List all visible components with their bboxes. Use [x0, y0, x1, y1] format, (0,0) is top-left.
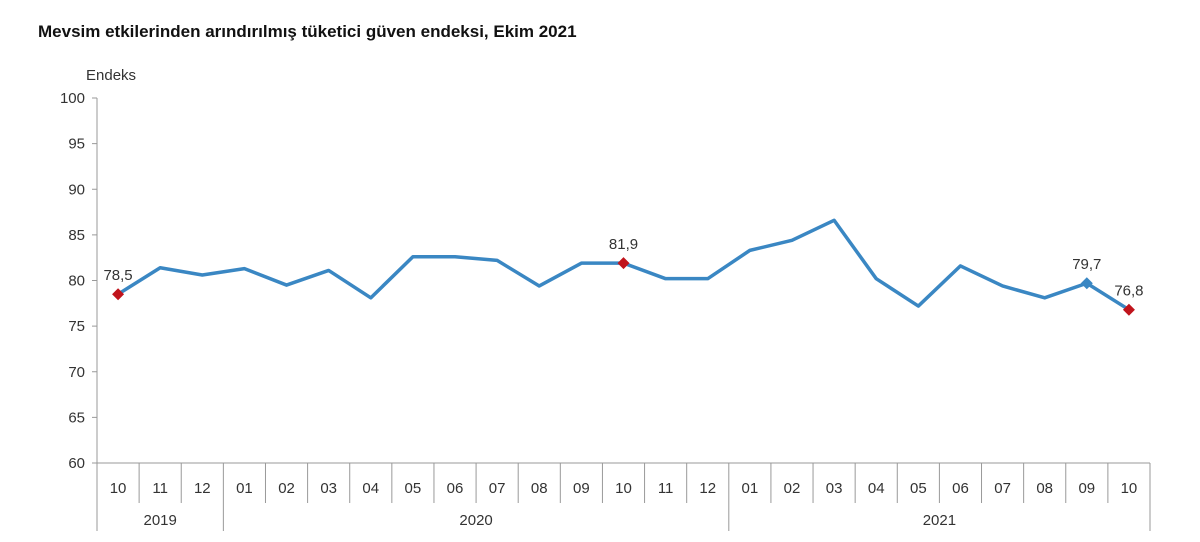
x-tick-label: 07 — [994, 480, 1011, 497]
y-tick-label: 100 — [60, 90, 85, 107]
x-tick-label: 10 — [615, 480, 632, 497]
data-point-marker — [1122, 303, 1135, 316]
x-tick-label: 01 — [742, 480, 759, 497]
data-label: 78,5 — [103, 267, 132, 284]
x-tick-label: 06 — [447, 480, 464, 497]
y-tick-label: 65 — [68, 409, 85, 426]
x-tick-label: 11 — [152, 480, 168, 497]
y-tick-label: 90 — [68, 181, 85, 198]
x-tick-label: 09 — [573, 480, 590, 497]
y-tick-label: 75 — [68, 318, 85, 335]
x-tick-label: 06 — [952, 480, 969, 497]
y-tick-label: 70 — [68, 364, 85, 381]
y-axis-label: Endeks — [86, 67, 136, 84]
x-tick-label: 08 — [1036, 480, 1053, 497]
x-tick-label: 04 — [362, 480, 379, 497]
x-tick-label: 09 — [1078, 480, 1095, 497]
year-label: 2020 — [459, 512, 492, 529]
data-label: 76,8 — [1114, 283, 1143, 300]
x-tick-label: 03 — [826, 480, 843, 497]
data-label: 79,7 — [1072, 256, 1101, 273]
y-tick-label: 95 — [68, 136, 85, 153]
data-point-marker — [1080, 277, 1093, 290]
data-label: 81,9 — [609, 236, 638, 253]
x-tick-label: 12 — [699, 480, 716, 497]
x-tick-label: 10 — [1121, 480, 1138, 497]
x-tick-label: 05 — [405, 480, 422, 497]
year-label: 2021 — [923, 512, 956, 529]
x-tick-label: 12 — [194, 480, 211, 497]
year-label: 2019 — [143, 512, 176, 529]
x-tick-label: 07 — [489, 480, 506, 497]
y-tick-label: 85 — [68, 227, 85, 244]
data-point-marker — [617, 257, 630, 270]
x-tick-label: 01 — [236, 480, 253, 497]
x-tick-label: 08 — [531, 480, 548, 497]
x-tick-label: 05 — [910, 480, 927, 497]
y-tick-label: 80 — [68, 273, 85, 290]
x-tick-label: 11 — [658, 480, 674, 497]
x-tick-label: 02 — [278, 480, 295, 497]
data-point-marker — [112, 288, 125, 301]
x-tick-label: 10 — [110, 480, 127, 497]
x-tick-label: 02 — [784, 480, 801, 497]
x-tick-label: 04 — [868, 480, 885, 497]
y-tick-label: 60 — [68, 455, 85, 472]
x-tick-label: 03 — [320, 480, 337, 497]
chart-title: Mevsim etkilerinden arındırılmış tüketic… — [38, 22, 577, 41]
